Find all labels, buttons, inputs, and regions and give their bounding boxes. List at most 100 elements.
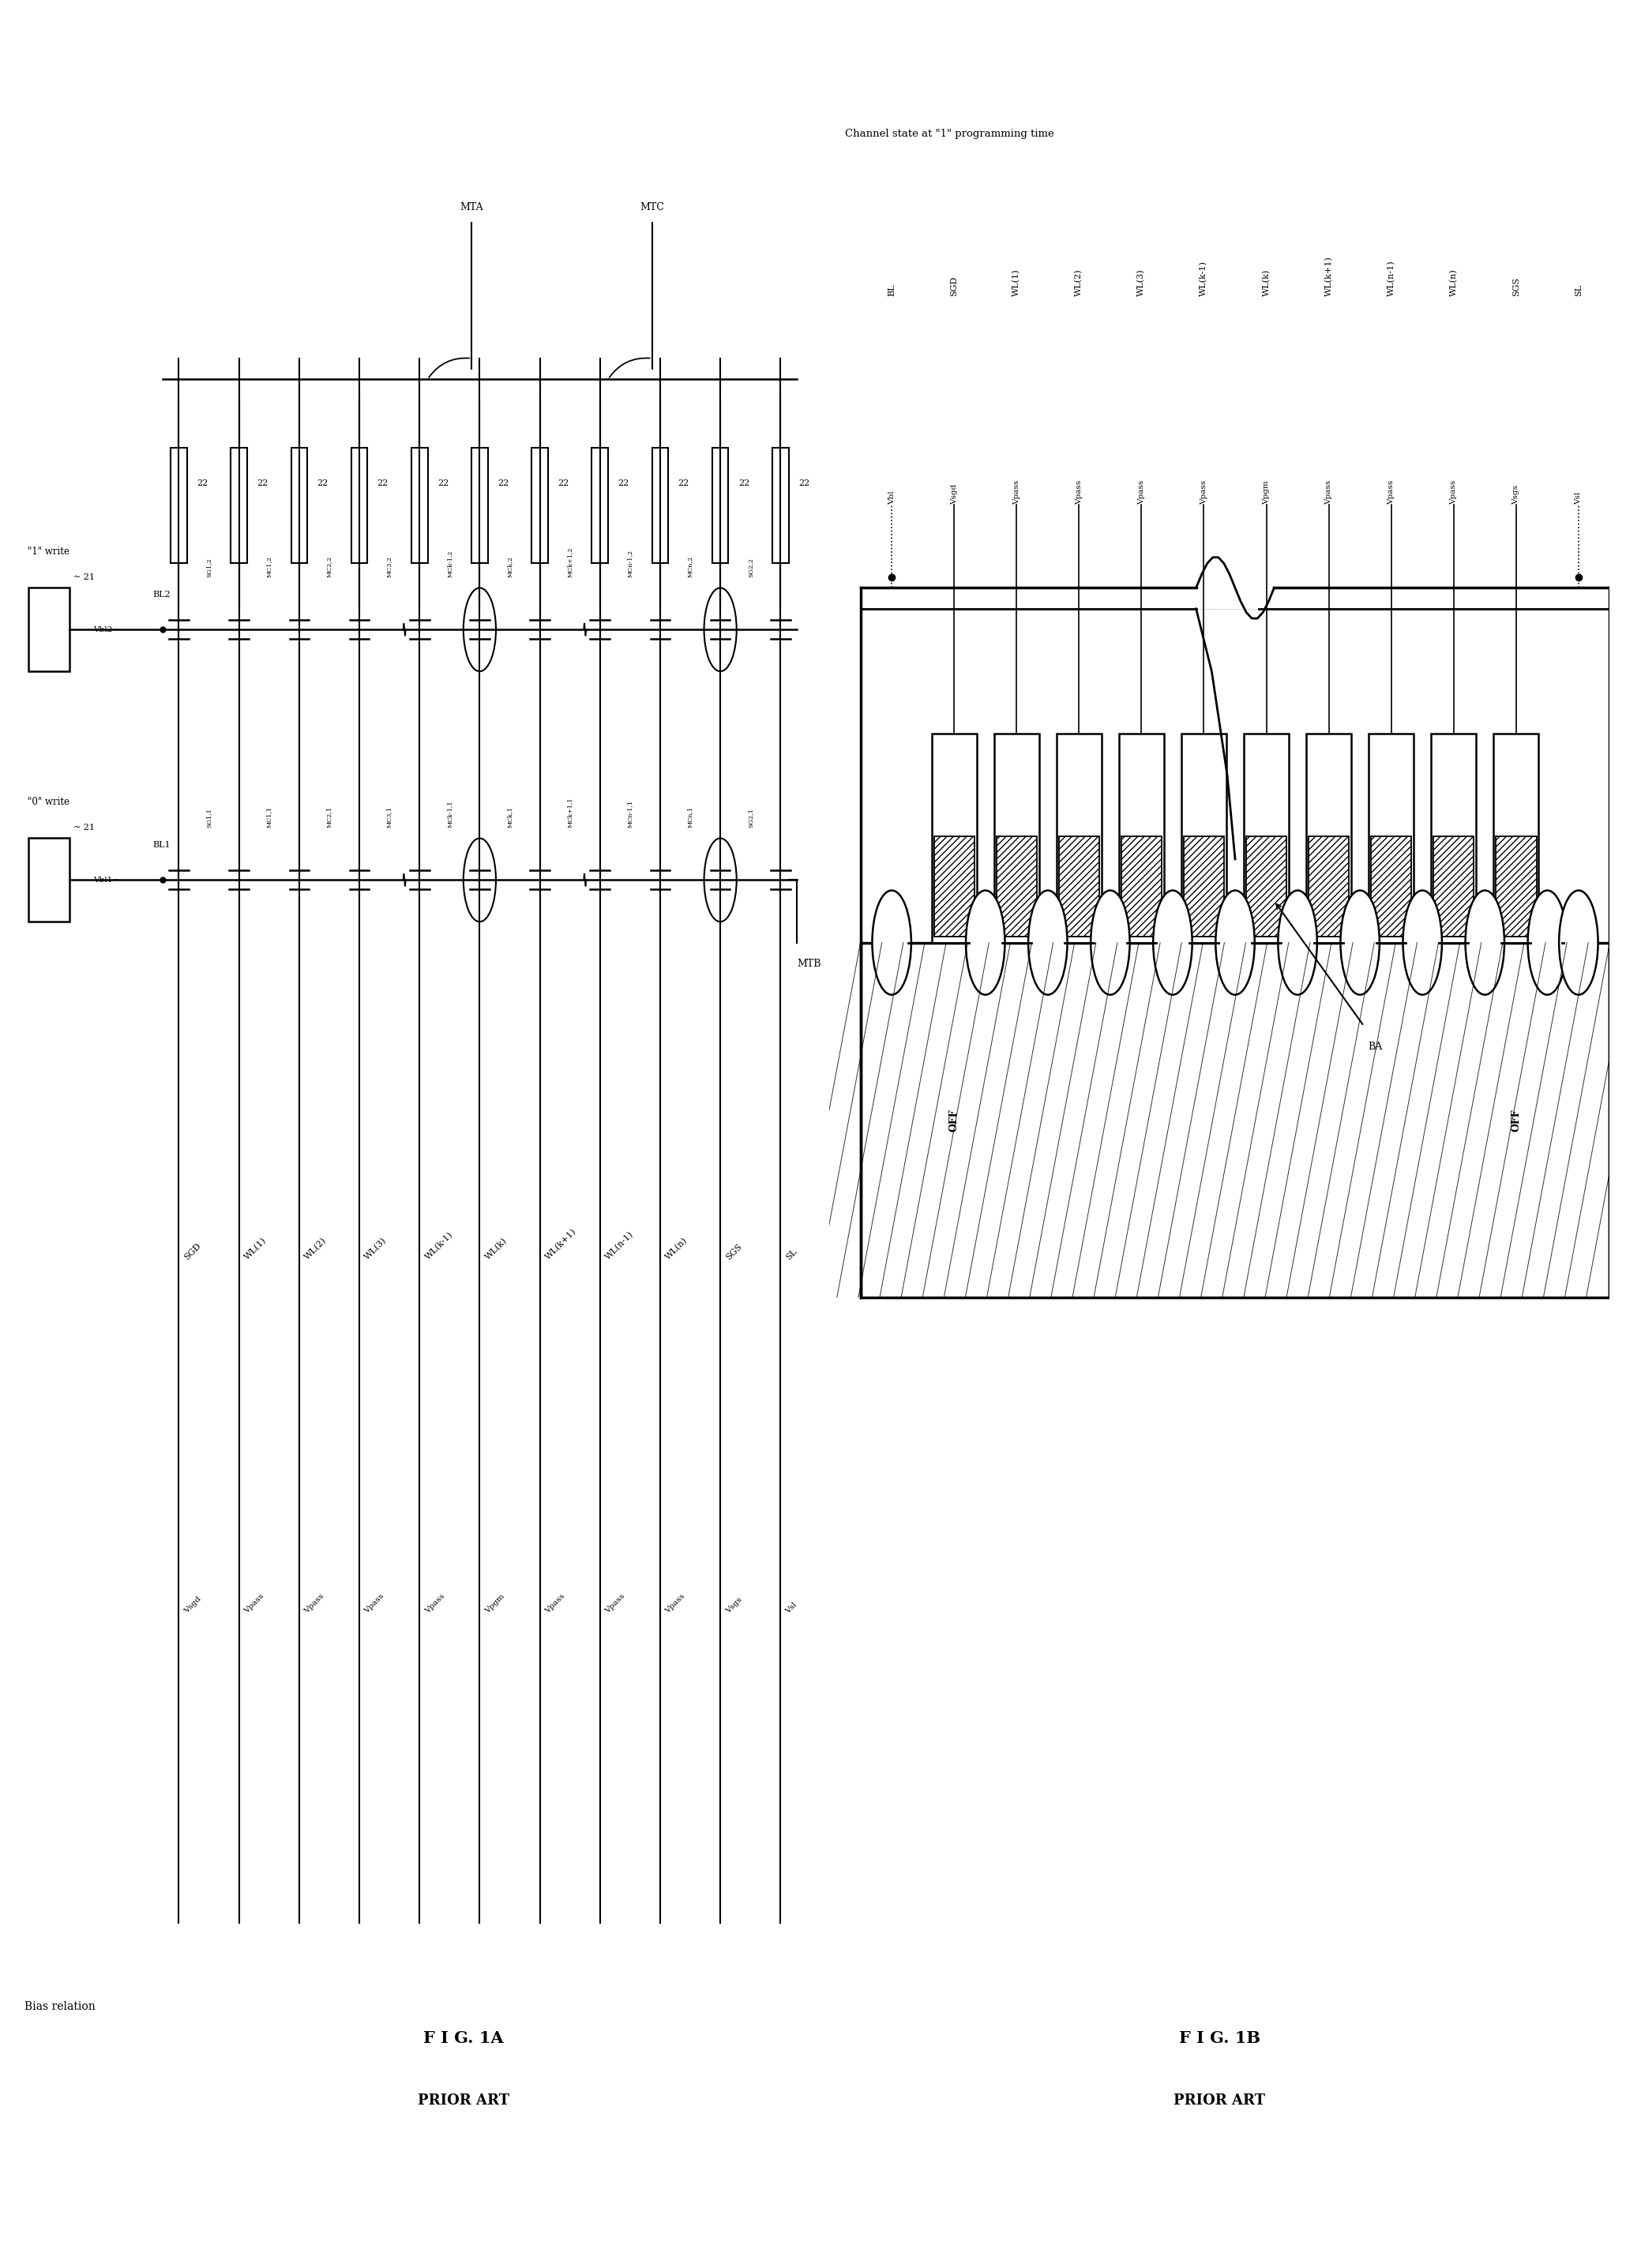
Text: Vpgm: Vpgm (1263, 481, 1270, 503)
Text: MCk-1,1: MCk-1,1 (447, 801, 452, 828)
Bar (1306, 735, 1351, 943)
Bar (1184, 837, 1224, 937)
Text: SG2,2: SG2,2 (748, 558, 753, 578)
Text: SG1,1: SG1,1 (207, 807, 211, 828)
Text: MCk+1,1: MCk+1,1 (567, 798, 572, 828)
Text: 22: 22 (257, 479, 268, 488)
Text: F I G. 1B: F I G. 1B (1179, 2030, 1260, 2046)
Text: SL: SL (1574, 284, 1582, 295)
Bar (1431, 735, 1476, 943)
Circle shape (1028, 891, 1067, 996)
Bar (772, 449, 789, 562)
Text: MC3,1: MC3,1 (387, 807, 392, 828)
Text: SGS: SGS (725, 1243, 743, 1261)
Text: BA: BA (1367, 1041, 1382, 1052)
Bar (932, 735, 977, 943)
Text: Vpass: Vpass (1387, 481, 1395, 503)
Text: ~ 21: ~ 21 (73, 574, 94, 581)
Circle shape (1528, 891, 1567, 996)
Text: MCn,2: MCn,2 (688, 556, 693, 578)
Text: OFF: OFF (1511, 1109, 1522, 1132)
Bar (411, 449, 428, 562)
Circle shape (1340, 891, 1379, 996)
Text: WL(k-1): WL(k-1) (423, 1232, 454, 1261)
Text: SG1,2: SG1,2 (207, 558, 211, 578)
Text: 22: 22 (437, 479, 449, 488)
Bar (231, 449, 247, 562)
Text: Vpass: Vpass (423, 1592, 446, 1615)
Text: MC2,1: MC2,1 (327, 807, 332, 828)
Text: Vpass: Vpass (1450, 481, 1457, 503)
Text: MCk+1,2: MCk+1,2 (567, 547, 572, 578)
Text: 22: 22 (498, 479, 509, 488)
Text: WL(n-1): WL(n-1) (1387, 261, 1395, 295)
Text: SGS: SGS (1512, 277, 1520, 295)
Text: MCk,1: MCk,1 (507, 807, 512, 828)
Text: BL2: BL2 (153, 590, 171, 599)
Bar (1369, 735, 1415, 943)
Circle shape (966, 891, 1005, 996)
Text: Vsgd: Vsgd (182, 1597, 203, 1615)
Circle shape (1403, 891, 1442, 996)
Text: WL(2): WL(2) (302, 1236, 328, 1261)
Text: MC2,2: MC2,2 (327, 556, 332, 578)
Text: MCn,1: MCn,1 (688, 807, 693, 828)
Text: Vsl: Vsl (1576, 492, 1582, 503)
Text: "1" write: "1" write (28, 547, 70, 556)
Bar (28, 839, 68, 921)
Text: 22: 22 (738, 479, 750, 488)
Bar (592, 449, 608, 562)
Text: 22: 22 (558, 479, 569, 488)
Text: Vsgs: Vsgs (725, 1597, 743, 1615)
Bar (1434, 837, 1473, 937)
Text: Vpass: Vpass (543, 1592, 566, 1615)
Text: MC3,2: MC3,2 (387, 556, 392, 578)
Circle shape (872, 891, 911, 996)
Text: WL(1): WL(1) (1013, 268, 1021, 295)
Text: 22: 22 (197, 479, 208, 488)
Text: Vpass: Vpass (1075, 481, 1083, 503)
Text: Vpass: Vpass (1325, 481, 1332, 503)
Text: Bias relation: Bias relation (24, 2000, 96, 2012)
Bar (532, 449, 548, 562)
Bar (472, 449, 488, 562)
Bar (1057, 735, 1102, 943)
Bar (171, 449, 187, 562)
Text: BL1: BL1 (153, 841, 171, 848)
Text: F I G. 1A: F I G. 1A (423, 2030, 504, 2046)
Circle shape (1465, 891, 1504, 996)
Text: Channel state at "1" programming time: Channel state at "1" programming time (846, 129, 1054, 138)
Text: MCn-1,2: MCn-1,2 (628, 549, 633, 578)
Text: MTB: MTB (797, 959, 821, 968)
Text: WL(n): WL(n) (665, 1236, 689, 1261)
Bar (351, 449, 367, 562)
Text: 22: 22 (798, 479, 810, 488)
Text: WL(n-1): WL(n-1) (605, 1229, 636, 1261)
Text: Vsgs: Vsgs (1512, 485, 1520, 503)
Text: 22: 22 (678, 479, 689, 488)
Text: SL: SL (784, 1247, 798, 1261)
Text: 22: 22 (618, 479, 629, 488)
Text: MTC: MTC (641, 202, 663, 213)
Text: 22: 22 (377, 479, 389, 488)
Text: SGD: SGD (950, 277, 958, 295)
Text: Vpass: Vpass (302, 1592, 325, 1615)
Bar (1246, 837, 1286, 937)
Text: Vpgm: Vpgm (485, 1592, 506, 1615)
Bar (1496, 837, 1537, 937)
Bar (997, 837, 1037, 937)
Bar (1059, 837, 1099, 937)
Text: Vpass: Vpass (1138, 481, 1145, 503)
Text: MCn-1,1: MCn-1,1 (628, 801, 633, 828)
Circle shape (1216, 891, 1255, 996)
Bar (1309, 837, 1350, 937)
Text: WL(k): WL(k) (485, 1236, 509, 1261)
Text: MCk-1,2: MCk-1,2 (447, 551, 452, 578)
Text: Vbl2~: Vbl2~ (93, 626, 120, 633)
Text: ~ 21: ~ 21 (73, 823, 94, 832)
Text: WL(n): WL(n) (1449, 268, 1459, 295)
Text: OFF: OFF (950, 1109, 959, 1132)
Bar (860, 943, 1610, 1297)
Text: Vbl1~: Vbl1~ (93, 875, 120, 885)
Circle shape (1153, 891, 1192, 996)
